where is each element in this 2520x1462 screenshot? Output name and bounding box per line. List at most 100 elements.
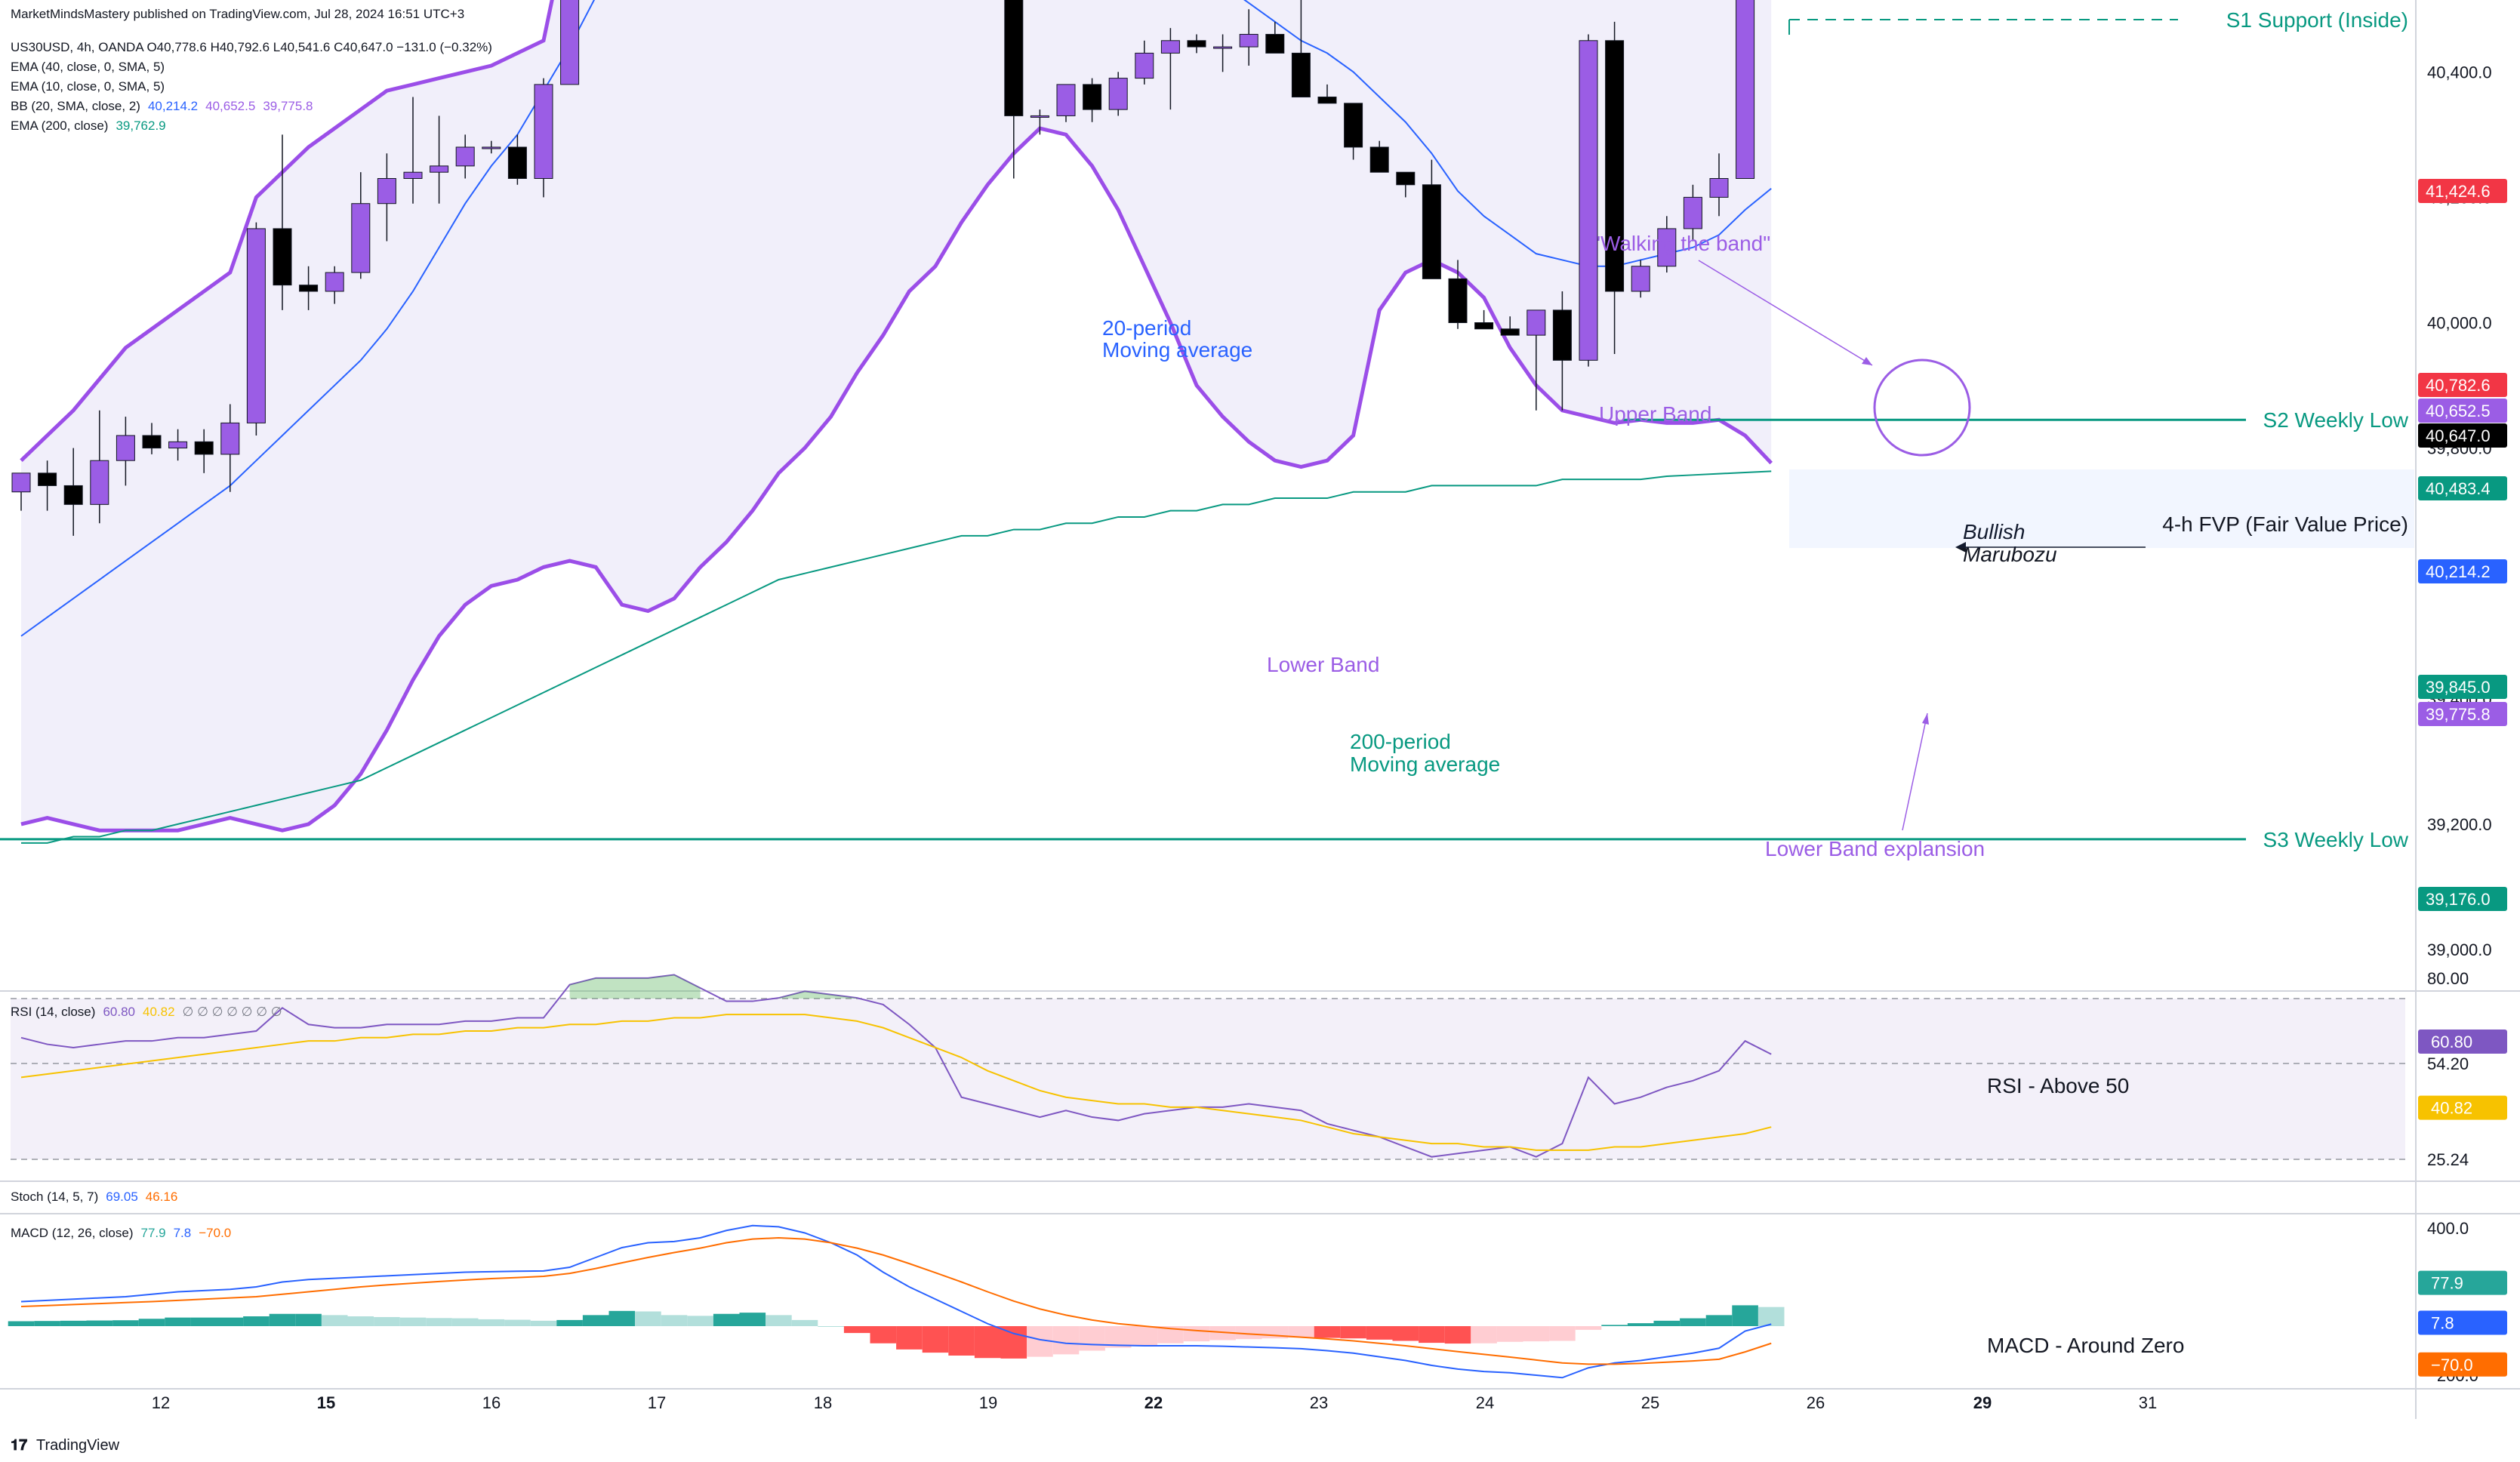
chart-annotations: "Walking the band" 20-period Moving aver…: [1102, 232, 2414, 860]
time-axis[interactable]: 12 15 16 17 18 19 22 23 24 25 26 29 31: [152, 1393, 2157, 1412]
macd-value: 7.8: [174, 1226, 192, 1240]
time-axis-label: 12: [152, 1393, 170, 1412]
macd-histogram-bar: [922, 1326, 949, 1353]
ma200-note-line2: Moving average: [1350, 753, 1500, 776]
macd-histogram-bar: [1104, 1326, 1132, 1348]
macd-histogram-bar: [60, 1320, 87, 1326]
bear-candle: [1369, 146, 1389, 173]
symbol-ohlc: US30USD, 4h, OANDA O40,778.6 H40,792.6 L…: [11, 40, 492, 54]
bull-candle: [1160, 40, 1180, 54]
bear-candle: [1004, 0, 1024, 116]
s2-level-label: S2 Weekly Low: [2263, 408, 2409, 432]
bear-candle: [1344, 103, 1363, 148]
stoch-k: 69.05: [106, 1190, 138, 1204]
macd-histogram-bar: [1392, 1326, 1419, 1341]
lower-band-line: [20, 126, 1773, 833]
macd-histogram-bar: [870, 1326, 897, 1344]
ema200-line: [21, 470, 1772, 844]
price-tag-label: 39,176.0: [2426, 890, 2491, 909]
macd-histogram-bar: [1758, 1307, 1785, 1326]
bear-candle: [273, 228, 292, 286]
bull-candle: [377, 177, 396, 205]
macd-tag-label: −70.0: [2431, 1356, 2473, 1374]
time-axis-label: 31: [2139, 1393, 2157, 1412]
bear-candle: [1317, 97, 1337, 104]
fvp-label: 4-h FVP (Fair Value Price): [2162, 512, 2408, 536]
walking-band-arrowhead: [1862, 357, 1872, 365]
price-axis-label: 39,200.0: [2427, 815, 2492, 834]
time-axis-label: 25: [1641, 1393, 1659, 1412]
time-axis-label: 18: [814, 1393, 832, 1412]
price-tag-bg: [2418, 179, 2507, 203]
ema200-legend: EMA (200, close) 39,762.9: [11, 118, 166, 133]
macd-histogram-bar: [739, 1313, 766, 1326]
macd-histogram-bar: [321, 1315, 348, 1326]
price-tag-label: 40,652.5: [2426, 402, 2491, 420]
ema200-value: 39,762.9: [116, 118, 165, 133]
macd-histogram-bar: [1366, 1326, 1393, 1340]
rsi-axis-label: 25.24: [2427, 1150, 2469, 1169]
macd-histogram-bar: [1209, 1326, 1236, 1340]
bear-candle: [1187, 40, 1206, 48]
bear-candle: [63, 485, 83, 505]
upper-band-note: Upper Band: [1599, 402, 1711, 426]
macd-histogram-bar: [1705, 1315, 1733, 1326]
bear-candle: [1605, 40, 1625, 292]
bear-candle: [507, 146, 527, 179]
time-axis-label: 29: [1973, 1393, 1992, 1412]
price-axis-label: 40,400.0: [2427, 63, 2492, 82]
macd-histogram-bar: [948, 1326, 975, 1356]
bear-candle: [194, 441, 214, 455]
bear-candle: [1291, 52, 1311, 98]
macd-histogram-bar: [1575, 1326, 1602, 1330]
ma20-note-line1: 20-period: [1102, 316, 1191, 340]
macd-tag-bg: [2418, 1310, 2507, 1335]
stoch-legend: Stoch (14, 5, 7) 69.05 46.16: [11, 1190, 177, 1204]
macd-histogram-bar: [1732, 1305, 1758, 1326]
brand-name: TradingView: [36, 1437, 120, 1454]
stoch-label: Stoch (14, 5, 7): [11, 1190, 98, 1204]
macd-histogram-bar: [8, 1321, 35, 1326]
price-tag-label: 40,483.4: [2426, 479, 2491, 498]
time-axis-label: 15: [317, 1393, 335, 1412]
bb-lower: 39,775.8: [263, 99, 313, 113]
price-tag-bg: [2418, 423, 2507, 448]
macd-histogram-bar: [530, 1320, 557, 1326]
macd-signal-value: −70.0: [199, 1226, 231, 1240]
price-tag-label: 41,424.6: [2426, 182, 2491, 201]
lower-expansion-note: Lower Band explansion: [1765, 837, 1985, 860]
macd-histogram-bar: [661, 1315, 688, 1326]
bull-candle: [1030, 115, 1049, 118]
macd-histogram-bar: [1235, 1326, 1262, 1340]
macd-histogram-bar: [112, 1320, 139, 1326]
ma20-line: [20, 0, 1772, 637]
price-tag-label: 40,214.2: [2426, 562, 2491, 581]
bull-candle: [1135, 52, 1154, 79]
bull-candle: [168, 441, 188, 449]
bull-candle: [1108, 78, 1128, 110]
support-resistance-lines[interactable]: R2 Weekly High (ATH)R1 Weekly HighS1 Sup…: [0, 0, 2409, 851]
rsi-annotation: RSI - Above 50: [1987, 1074, 2129, 1097]
price-tags: 41,424.6 40,782.6 40,652.5 40,647.0 40,483.4…: [2418, 179, 2507, 1377]
tradingview-brand[interactable]: 𝟏𝟕 TradingView: [11, 1437, 120, 1454]
macd-line: [20, 1224, 1772, 1379]
ema200-label: EMA (200, close): [11, 118, 108, 133]
bull-candle: [351, 203, 371, 273]
rsi-label: RSI (14, close): [11, 1005, 95, 1019]
price-tag-label: 39,775.8: [2426, 705, 2491, 724]
highlight-circle: [1873, 359, 1971, 457]
macd-tag-label: 7.8: [2431, 1313, 2454, 1332]
macd-histogram-bar: [1052, 1326, 1080, 1355]
bull-candle: [430, 165, 449, 173]
upper-band-line: [20, 0, 554, 463]
macd-histogram-bar: [1314, 1326, 1341, 1338]
macd-histogram-bar: [269, 1313, 296, 1326]
bear-candle: [1396, 171, 1416, 186]
rsi-tag-bg: [2418, 1095, 2507, 1120]
price-tag-bg: [2418, 476, 2507, 500]
walking-band-note: "Walking the band": [1593, 232, 1770, 255]
macd-axis-label: 400.0: [2427, 1219, 2469, 1238]
macd-tag-label: 77.9: [2431, 1274, 2463, 1293]
bull-candle: [1683, 196, 1702, 229]
